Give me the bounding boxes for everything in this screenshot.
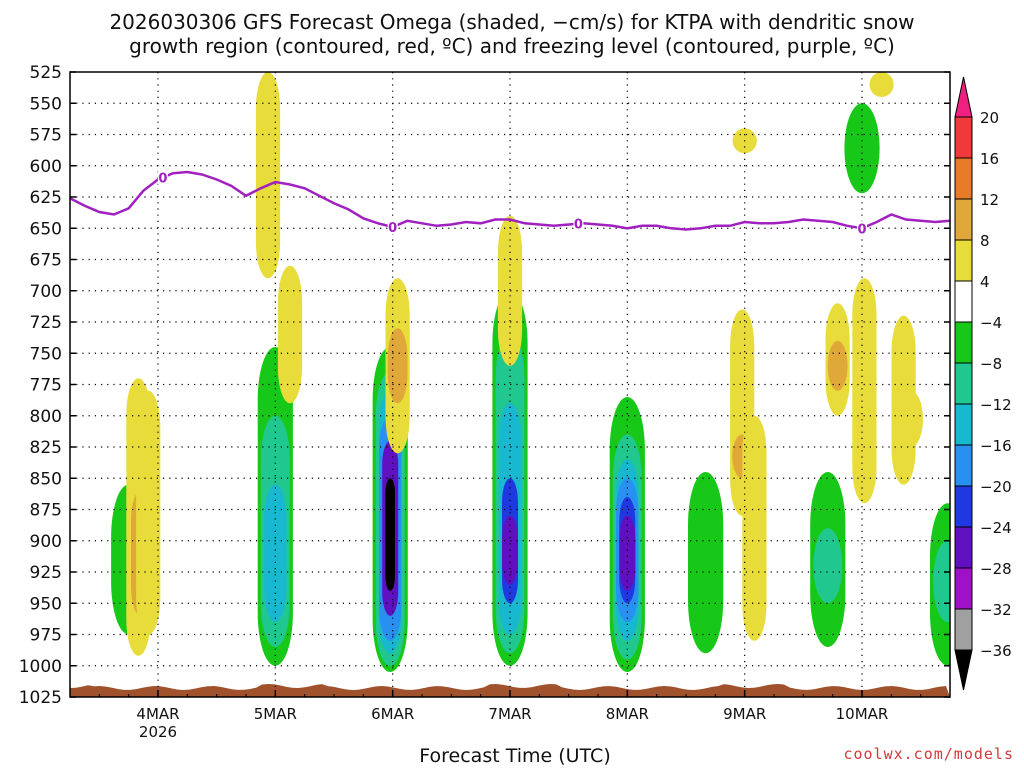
omega-cell [277,265,303,404]
y-tick-label: 650 [30,219,62,239]
freezing-level-label: 0 [388,221,397,236]
colorbar-label: 16 [980,150,999,168]
freezing-label-bg [387,220,398,234]
y-tick-label: 625 [30,188,62,208]
x-tick-label: 4MAR [136,705,179,723]
gridlines [70,72,950,697]
y-tick-label: 525 [30,63,62,83]
omega-cell [933,540,950,623]
colorbar-label: −36 [980,642,1012,660]
colorbar-label: −16 [980,437,1012,455]
y-tick-label: 700 [30,282,62,302]
y-tick-label: 1025 [19,688,62,708]
y-tick-label: 900 [30,532,62,552]
x-tick-label: 10MAR [836,705,889,723]
colorbar-swatch [954,567,973,610]
colorbar-label: −28 [980,560,1012,578]
y-tick-label: 775 [30,376,62,396]
omega-cell [844,103,880,194]
colorbar-label: −4 [980,314,1002,332]
colorbar-label: 4 [980,273,990,291]
y-tick-label: 1000 [19,657,62,677]
colorbar-swatch [954,403,973,446]
colorbar-label: −32 [980,601,1012,619]
colorbar-legend: 20 16 12 8 4 −4 −8 −12 −16 −20 −24 −28 −32 −36 [954,76,1012,691]
y-tick-label: 975 [30,626,62,646]
y-tick-label: 550 [30,94,62,114]
chart-title-line-2: growth region (contoured, red, ºC) and f… [129,34,895,58]
omega-cell [852,278,877,504]
x-tick-label: 8MAR [606,705,649,723]
x-tick-sublabel: 2026 [139,723,177,741]
colorbar-label: −20 [980,478,1012,496]
freezing-level-label: 0 [158,171,167,186]
omega-cell [813,528,843,604]
credit-text[interactable]: coolwx.com/models [843,745,1014,763]
colorbar-swatch [954,116,973,159]
colorbar-swatch [954,608,973,651]
freezing-level-label: 0 [574,218,583,233]
omega-cell [827,340,848,391]
colorbar-label: −8 [980,355,1002,373]
y-tick-label: 725 [30,313,62,333]
y-tick-label: 850 [30,469,62,489]
omega-cell [497,215,523,366]
colorbar-swatch [954,444,973,487]
freezing-level-labels: 0 0 0 0 [157,170,867,237]
colorbar-swatch [954,526,973,569]
omega-cell [869,72,894,97]
colorbar-bottom-arrow [954,649,973,691]
y-tick-label: 575 [30,126,62,146]
omega-cell [387,328,408,404]
colorbar-swatch [954,362,973,405]
freezing-label-bg [857,221,867,236]
colorbar-label: 8 [980,232,990,250]
freezing-label-bg [157,170,168,185]
colorbar-swatch [954,485,973,528]
colorbar-label: −12 [980,396,1012,414]
y-tick-label: 800 [30,407,62,427]
omega-cell [136,390,161,635]
colorbar-swatch [954,321,973,364]
colorbar-swatch [954,157,973,200]
y-tick-label: 875 [30,501,62,521]
colorbar-swatch [954,239,973,282]
colorbar-label: −24 [980,519,1012,537]
colorbar-swatch [954,280,973,323]
x-axis-title: Forecast Time (UTC) [419,745,611,767]
y-axis: 525 550 575 600 625 650 675 700 725 750 775 800 825 8… [19,63,950,708]
omega-cell [385,478,395,591]
freezing-level-label: 0 [857,222,866,237]
omega-cell [898,390,923,448]
x-tick-label: 5MAR [254,705,297,723]
x-tick-label: 9MAR [723,705,766,723]
colorbar-top-arrow [954,76,973,118]
omega-cell [255,72,281,279]
y-tick-label: 950 [30,594,62,614]
y-tick-label: 600 [30,157,62,177]
y-tick-label: 925 [30,563,62,583]
colorbar-label: 20 [980,109,999,127]
omega-cell [264,484,287,622]
y-tick-label: 675 [30,251,62,271]
x-tick-label: 7MAR [488,705,531,723]
omega-shading-layer [111,72,950,672]
y-tick-label: 825 [30,438,62,458]
chart-title-line-1: 2026030306 GFS Forecast Omega (shaded, −… [109,10,915,34]
omega-cell [742,415,767,641]
freezing-level-contour [69,170,951,231]
colorbar-label: 12 [980,191,999,209]
omega-cell [688,472,724,654]
omega-cell [619,515,636,591]
freezing-label-bg [573,216,584,231]
colorbar-swatch [954,198,973,241]
x-tick-label: 6MAR [371,705,414,723]
y-tick-label: 750 [30,344,62,364]
